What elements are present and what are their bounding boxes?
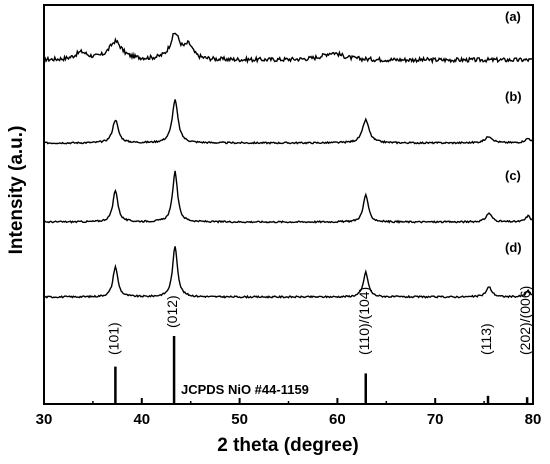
x-tick-label: 30 xyxy=(36,411,53,428)
reference-caption: JCPDS NiO #44-1159 xyxy=(181,382,309,397)
reference-label: (202)/(006) xyxy=(517,286,533,355)
y-axis-title: Intensity (a.u.) xyxy=(6,126,27,255)
trace-3 xyxy=(43,170,534,224)
trace-4 xyxy=(43,246,534,299)
trace-2 xyxy=(43,99,534,145)
trace-1 xyxy=(43,32,534,65)
reference-lines xyxy=(114,336,529,404)
x-tick-label: 70 xyxy=(427,411,444,428)
x-tick-label: 40 xyxy=(133,411,150,428)
reference-label: (113) xyxy=(478,323,494,355)
x-tick-label: 60 xyxy=(329,411,346,428)
trace-labels: (a) (b) (c) (d) xyxy=(505,9,522,255)
trace-label-3: (c) xyxy=(505,168,521,183)
trace-label-4: (d) xyxy=(505,240,522,255)
x-tick-label: 50 xyxy=(231,411,248,428)
reference-labels: (101) (012) (110)/(104) (113) (202)/(006) xyxy=(105,286,533,355)
reference-label: (012) xyxy=(164,295,180,328)
trace-label-2: (b) xyxy=(505,89,522,104)
x-axis-title: 2 theta (degree) xyxy=(217,435,358,456)
x-tick-label: 80 xyxy=(525,411,542,428)
trace-label-1: (a) xyxy=(505,9,521,24)
reference-label: (110)/(104) xyxy=(356,287,372,355)
x-axis-ticks: 30 40 50 60 70 80 xyxy=(36,398,542,428)
diffraction-traces xyxy=(43,32,534,299)
reference-label: (101) xyxy=(105,322,121,355)
